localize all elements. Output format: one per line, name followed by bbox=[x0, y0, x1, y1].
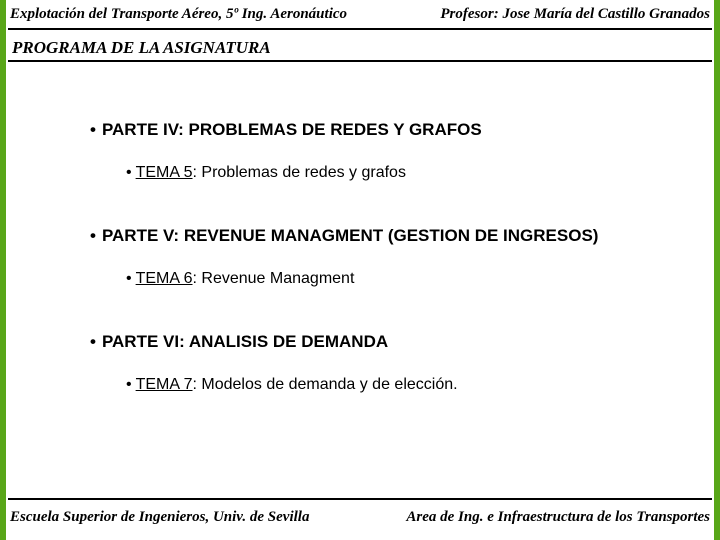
bullet-icon: • bbox=[90, 332, 96, 351]
bullet-icon: • bbox=[126, 164, 132, 181]
tema-label: TEMA 5 bbox=[136, 164, 193, 181]
part-title: • PARTE VI: ANALISIS DE DEMANDA bbox=[90, 332, 700, 352]
section-title: PROGRAMA DE LA ASIGNATURA bbox=[12, 38, 271, 60]
bullet-icon: • bbox=[90, 120, 96, 139]
slide: Explotación del Transporte Aéreo, 5º Ing… bbox=[0, 0, 720, 540]
header-rule bbox=[8, 28, 712, 30]
tema-rest: : Problemas de redes y grafos bbox=[193, 164, 406, 181]
part-title-text: PARTE IV: PROBLEMAS DE REDES Y GRAFOS bbox=[102, 120, 482, 139]
part-block: •PARTE VI: ANALISIS DE DEMANDA •TEMA 7: … bbox=[90, 332, 700, 394]
section-title-rule bbox=[8, 60, 712, 62]
section-title-wrap: PROGRAMA DE LA ASIGNATURA bbox=[12, 38, 708, 60]
footer-area: Area de Ing. e Infraestructura de los Tr… bbox=[406, 509, 710, 526]
bullet-icon: • bbox=[126, 376, 132, 393]
header-professor: Profesor: Jose María del Castillo Granad… bbox=[440, 6, 710, 23]
bullet-icon: • bbox=[90, 226, 96, 245]
accent-bar-left bbox=[0, 0, 6, 540]
bullet-icon: • bbox=[126, 270, 132, 287]
footer-rule bbox=[8, 498, 712, 500]
tema-rest: : Modelos de demanda y de elección. bbox=[193, 376, 458, 393]
part-title: • PARTE IV: PROBLEMAS DE REDES Y GRAFOS bbox=[90, 120, 700, 140]
tema-label: TEMA 7 bbox=[136, 376, 193, 393]
footer-school: Escuela Superior de Ingenieros, Univ. de… bbox=[10, 509, 309, 526]
part-title: • PARTE V: REVENUE MANAGMENT (GESTION DE … bbox=[90, 226, 700, 246]
part-block: • PARTE IV: PROBLEMAS DE REDES Y GRAFOS •… bbox=[90, 120, 700, 182]
tema-line: •TEMA 6: Revenue Managment bbox=[126, 270, 700, 288]
part-block: • PARTE V: REVENUE MANAGMENT (GESTION DE … bbox=[90, 226, 700, 288]
header-row: Explotación del Transporte Aéreo, 5º Ing… bbox=[10, 6, 710, 23]
accent-bar-right bbox=[714, 0, 720, 540]
tema-label: TEMA 6 bbox=[136, 270, 193, 287]
part-title-text: PARTE V: REVENUE MANAGMENT (GESTION DE I… bbox=[102, 226, 599, 245]
footer-row: Escuela Superior de Ingenieros, Univ. de… bbox=[10, 509, 710, 526]
tema-line: •TEMA 7: Modelos de demanda y de elecció… bbox=[126, 376, 700, 394]
content-area: • PARTE IV: PROBLEMAS DE REDES Y GRAFOS •… bbox=[90, 120, 700, 438]
header-course-title: Explotación del Transporte Aéreo, 5º Ing… bbox=[10, 6, 347, 23]
tema-line: •TEMA 5: Problemas de redes y grafos bbox=[126, 164, 700, 182]
part-title-text: PARTE VI: ANALISIS DE DEMANDA bbox=[102, 332, 388, 351]
tema-rest: : Revenue Managment bbox=[193, 270, 355, 287]
